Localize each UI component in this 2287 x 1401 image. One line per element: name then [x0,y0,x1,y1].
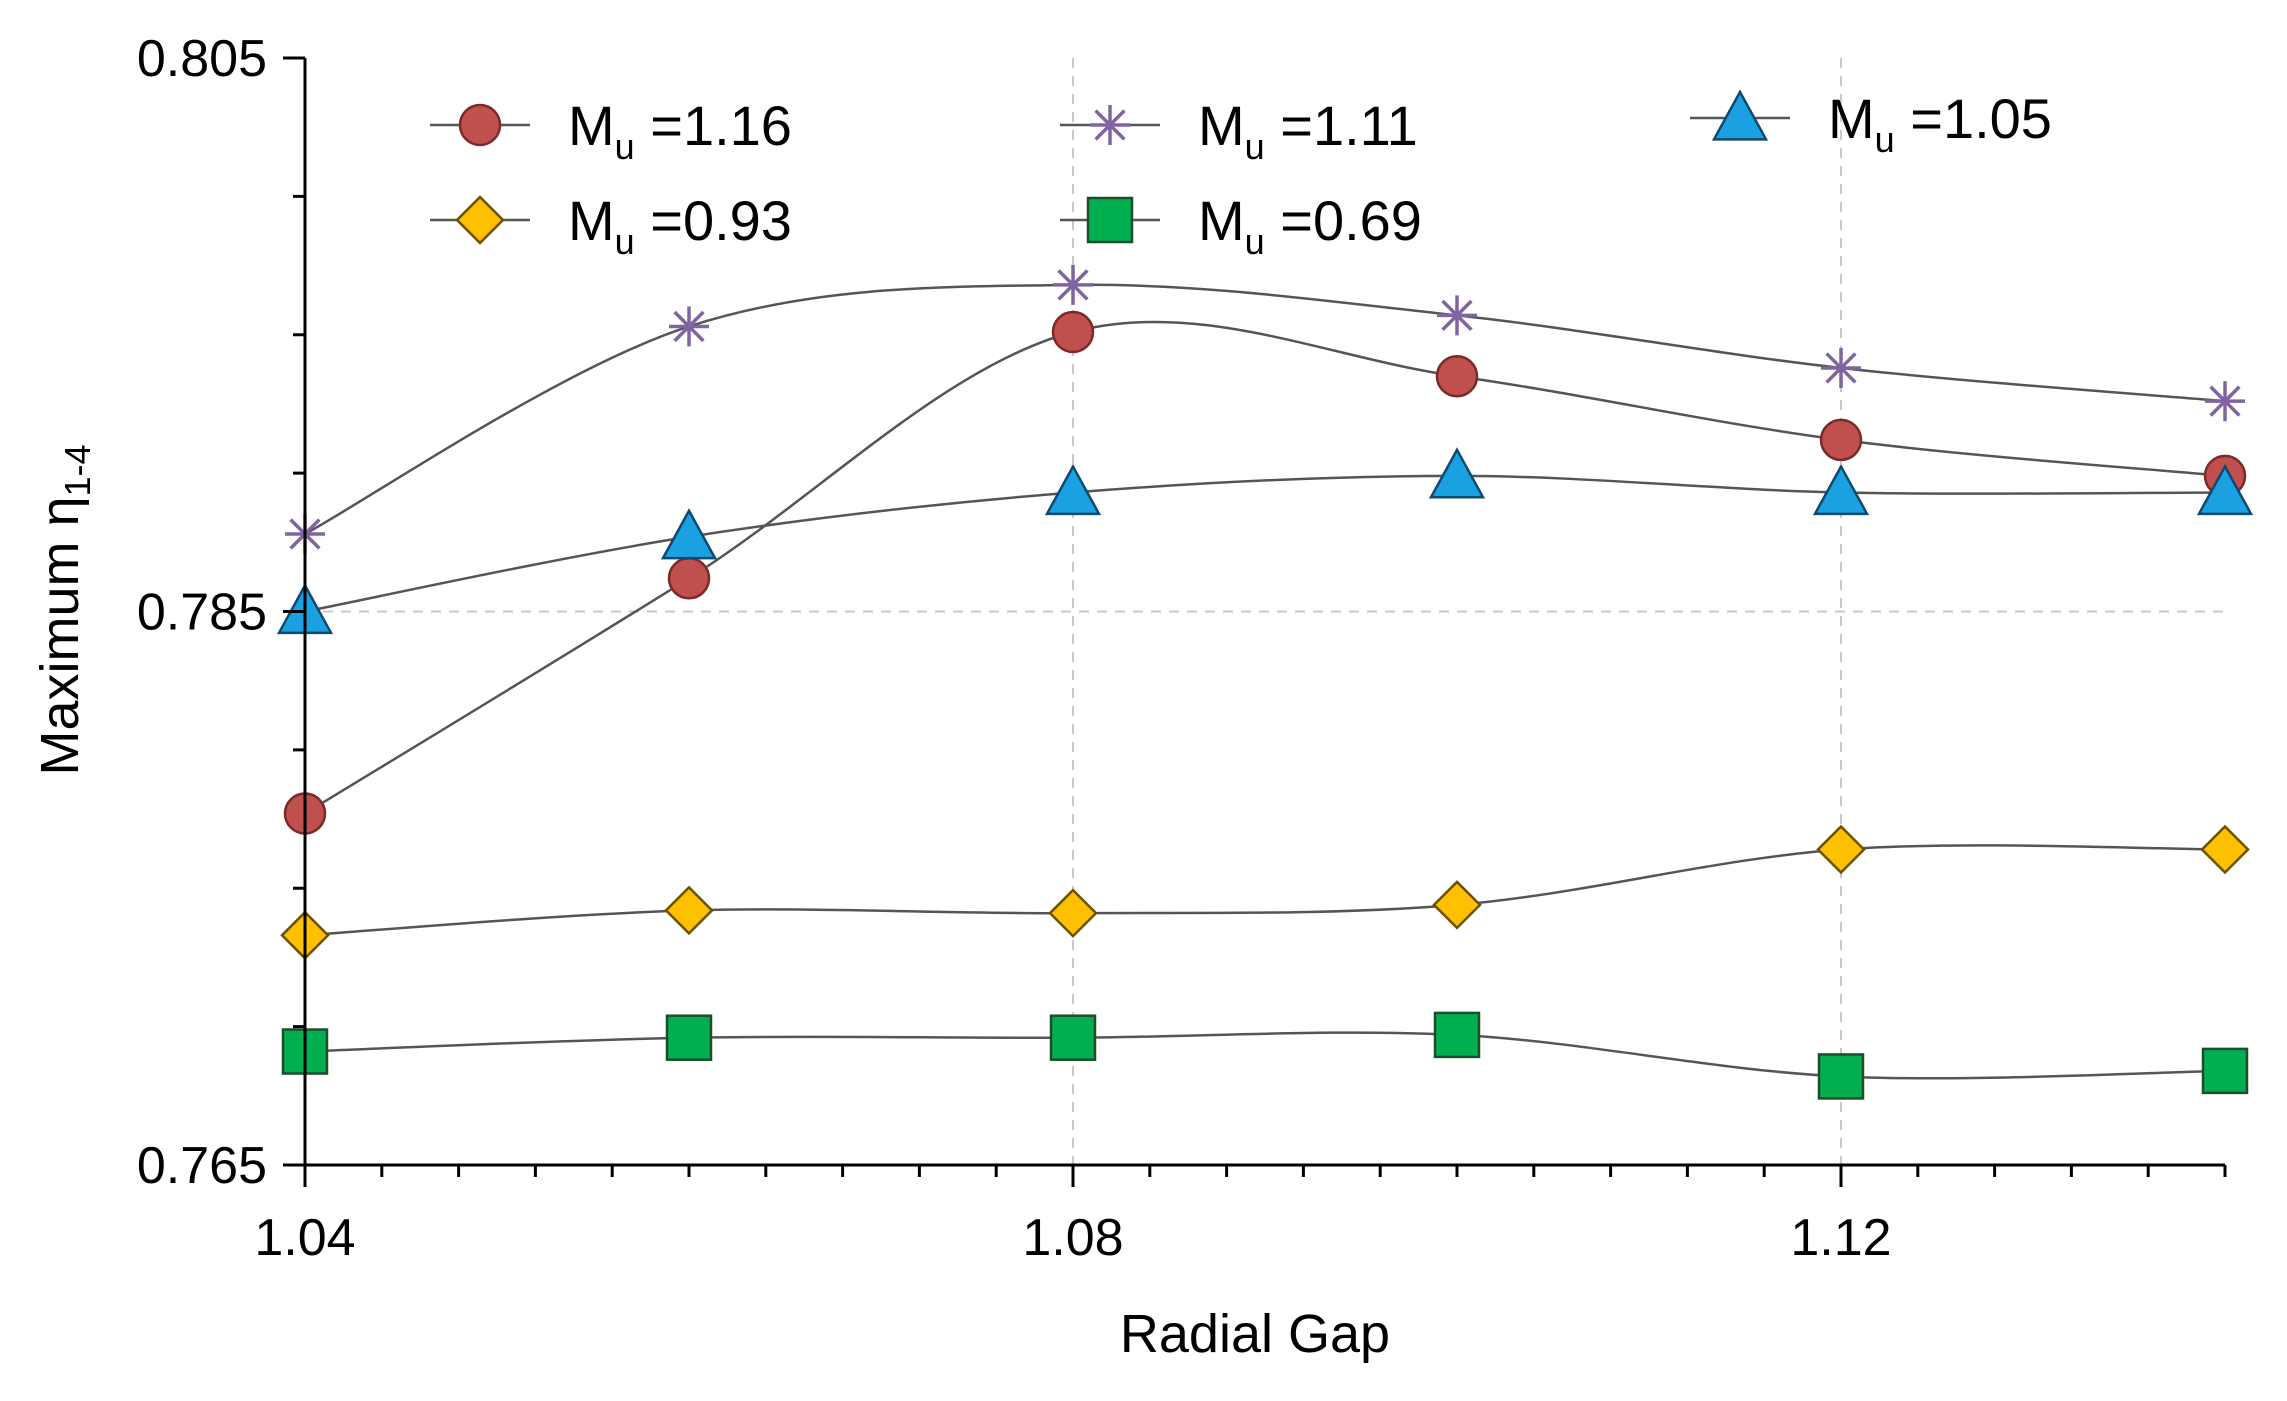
data-point-diamond [664,885,714,936]
marker-stroke [1057,269,1089,301]
data-point-triangle [1812,463,1870,516]
legend-label-main: M [1198,189,1245,252]
data-point-diamond [1432,880,1482,930]
legend-item-0: Mu =1.16 [430,94,792,167]
legend-item-2: Mu =1.05 [1690,87,2052,160]
legend-label-sub: u [1245,221,1265,262]
legend-marker-triangle [1711,89,1769,141]
axes: 0.765 0.785 0.805 1.04 1.08 1.12 [137,30,2227,1267]
marker-stroke [2209,385,2241,417]
series-line-4 [304,1031,2226,1080]
legend-marker-star [1090,105,1130,145]
data-point-circle [1819,418,1863,462]
legend-label: Mu =1.16 [568,94,792,167]
y-axis-title: Maximum η1-4 [30,444,98,775]
x-tick-label: 1.08 [1022,1209,1123,1267]
data-point-triangle [1044,463,1102,516]
data-point-square [1433,1011,1481,1059]
data-point-triangle [1428,447,1486,499]
marker-stroke [1441,299,1473,332]
y-tick-label: 0.805 [137,30,267,88]
data-point-star [2205,381,2245,422]
data-point-diamond [2200,824,2250,875]
x-tick-label: 1.12 [1790,1209,1891,1267]
series-line-2 [304,474,2226,613]
data-point-square [665,1014,713,1061]
legend-label: Mu =0.93 [568,189,792,262]
legend-label-value: =0.93 [635,189,792,252]
legend-label-main: M [568,94,615,157]
data-point-diamond [1816,824,1866,875]
legend-label-value: =1.11 [1265,94,1418,157]
legend-label-sub: u [615,221,635,262]
legend-label-value: =1.05 [1895,87,2052,150]
x-tick-label: 1.04 [254,1209,355,1267]
marker-stroke [673,310,705,343]
legend-item-1: Mu =1.11 [1060,94,1418,167]
legend-marker-square [1086,196,1134,244]
series-line-1 [304,283,2226,536]
legend-label-value: =1.16 [635,94,792,157]
legend-marker-circle [458,103,502,147]
data-point-star [1821,347,1861,388]
marker-stroke [1094,109,1126,141]
legend-label-main: M [1828,87,1875,150]
legend-item-4: Mu =0.69 [1060,189,1422,262]
legend-label: Mu =0.69 [1198,189,1422,262]
legend-label: Mu =1.11 [1198,94,1418,167]
legend-label-value: =0.69 [1265,189,1422,252]
data-point-circle [667,557,711,600]
legend-item-3: Mu =0.93 [430,189,792,262]
legend-label-sub: u [1245,126,1265,167]
legend-label-sub: u [615,126,635,167]
data-point-triangle [660,508,718,560]
y-tick-label: 0.765 [137,1137,267,1195]
data-point-square [2201,1047,2249,1095]
x-axis-title: Radial Gap [1120,1304,1390,1364]
data-point-star [1053,264,1093,305]
series-curves [304,283,2226,1080]
data-point-circle [1435,355,1479,398]
series-line-3 [304,844,2226,937]
grid-lines [305,58,2225,1165]
data-point-star [1437,295,1477,336]
legend-label-main: M [568,189,615,252]
data-point-star [669,306,709,347]
y-tick-label: 0.785 [137,584,267,642]
legend-label: Mu =1.05 [1828,87,2052,160]
legend-label-main: M [1198,94,1245,157]
legend-label-sub: u [1875,119,1895,160]
data-point-square [1049,1014,1097,1061]
data-point-diamond [1048,888,1098,938]
legend-marker-diamond [455,195,505,245]
y-axis-title-subscript: 1-4 [57,444,98,496]
data-point-circle [1051,310,1095,354]
y-axis-title-main: Maximum η [30,496,90,775]
data-point-triangle [2196,463,2254,516]
series-line-0 [304,320,2226,815]
marker-stroke [1825,352,1857,384]
data-point-square [1817,1053,1865,1100]
series-markers [276,264,2254,1100]
